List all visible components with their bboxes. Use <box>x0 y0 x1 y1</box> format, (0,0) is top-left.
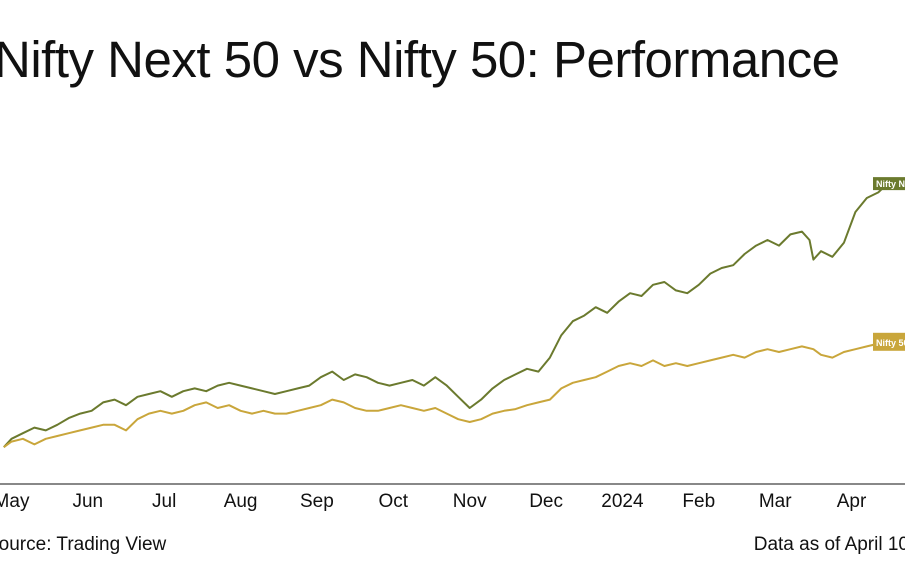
x-tick-label: Jun <box>72 491 103 512</box>
end-label: Nifty N <box>876 179 905 189</box>
x-tick-label: Sep <box>300 491 334 512</box>
x-tick-label: Nov <box>453 491 487 512</box>
x-tick-label: Aug <box>224 491 258 512</box>
x-tick-label: Jul <box>152 491 176 512</box>
x-tick-label: Apr <box>837 491 867 512</box>
series-end-labels: Nifty N Nifty 50 <box>873 177 905 351</box>
x-tick-label: Feb <box>682 491 715 512</box>
x-tick-label: Oct <box>379 491 409 512</box>
end-label-box <box>873 177 905 191</box>
series-line-nifty-50 <box>3 339 887 449</box>
x-tick-label: Dec <box>529 491 563 512</box>
x-axis-ticks: May Jun Jul Aug Sep Oct Nov Dec 2024 Feb Mar Apr <box>0 491 867 512</box>
source-note: Source: Trading View <box>0 534 167 555</box>
end-label-box <box>873 332 905 351</box>
series-line-nifty-next-50 <box>3 184 887 448</box>
line-chart: May Jun Jul Aug Sep Oct Nov Dec 2024 Feb Mar Apr Ni… <box>0 177 905 512</box>
series-lines <box>3 184 887 449</box>
x-tick-label: May <box>0 491 30 512</box>
data-date-note: Data as of April 10 <box>753 534 905 555</box>
chart-title: Nifty Next 50 vs Nifty 50: Performance <box>0 31 840 88</box>
end-label: Nifty 50 <box>876 338 905 348</box>
x-tick-label: 2024 <box>601 491 644 512</box>
x-tick-label: Mar <box>759 491 792 512</box>
